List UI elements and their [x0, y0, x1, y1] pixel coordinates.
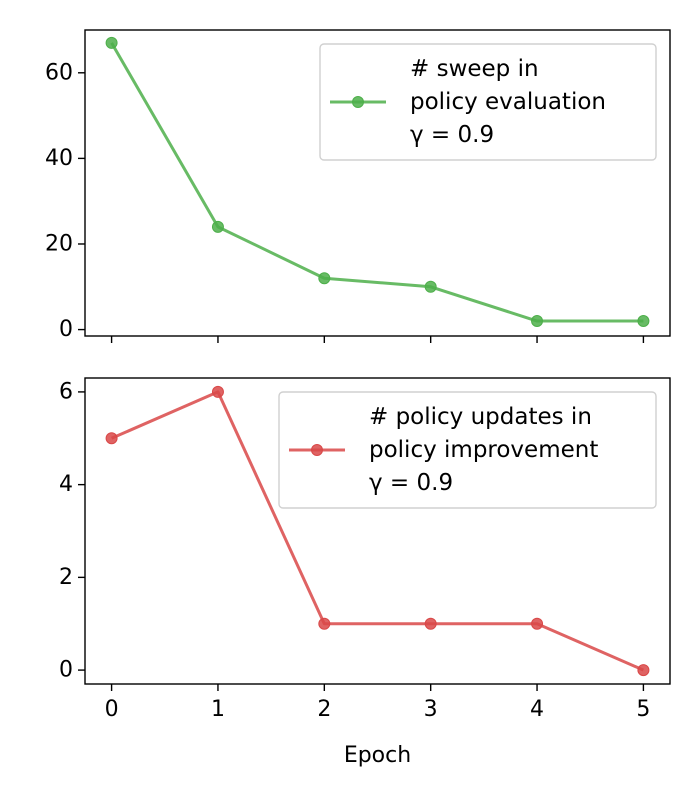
chart1-legend-label-line: # policy updates in — [369, 404, 592, 430]
chart0-ytick-label: 40 — [45, 146, 73, 171]
chart0-data-point — [105, 36, 118, 49]
chart0-ytick-label: 0 — [59, 317, 73, 342]
chart1-xtick-label: 2 — [317, 697, 331, 722]
chart1-data-point — [637, 664, 650, 677]
chart0-legend-label-line: # sweep in — [410, 56, 539, 82]
chart1-legend-label-line: γ = 0.9 — [369, 470, 453, 496]
chart1-legend-label-line: policy improvement — [369, 437, 598, 463]
chart0-data-point — [318, 272, 331, 285]
chart0-axes-frame — [84, 29, 671, 337]
chart1-xtick-label: 5 — [636, 697, 650, 722]
chart1-xtick-label: 3 — [424, 697, 438, 722]
chart1-data-point — [211, 385, 224, 398]
chart0-legend-box — [319, 43, 657, 161]
chart0-ytick-label: 20 — [45, 231, 73, 256]
chart1-ytick-label: 0 — [59, 658, 73, 683]
chart1-xtick-label: 0 — [105, 697, 119, 722]
chart1-x-axis-label: Epoch — [344, 743, 411, 768]
chart1-ytick-label: 4 — [59, 472, 73, 497]
chart0-data-point — [637, 315, 650, 328]
chart0-data-point — [211, 220, 224, 233]
chart1-series-line — [110, 390, 645, 672]
chart0-legend-marker — [352, 96, 364, 108]
chart1-xtick-label: 4 — [530, 697, 544, 722]
chart1-legend-marker — [311, 444, 323, 456]
chart0-legend-label-line: policy evaluation — [410, 89, 606, 115]
chart1-xtick-label: 1 — [211, 697, 225, 722]
chart0-ytick-label: 60 — [45, 60, 73, 85]
chart1-data-point — [318, 617, 331, 630]
chart1-data-point — [424, 617, 437, 630]
chart0-data-point — [424, 280, 437, 293]
chart1-axes-frame — [84, 377, 671, 685]
chart1-ytick-label: 6 — [59, 379, 73, 404]
chart1-data-point — [105, 432, 118, 445]
chart0-series-line — [110, 42, 644, 323]
chart0-legend-label-line: γ = 0.9 — [410, 122, 494, 148]
chart1-ytick-label: 2 — [59, 565, 73, 590]
chart1-legend-box — [278, 391, 657, 509]
chart0-data-point — [531, 315, 544, 328]
chart1-data-point — [531, 617, 544, 630]
